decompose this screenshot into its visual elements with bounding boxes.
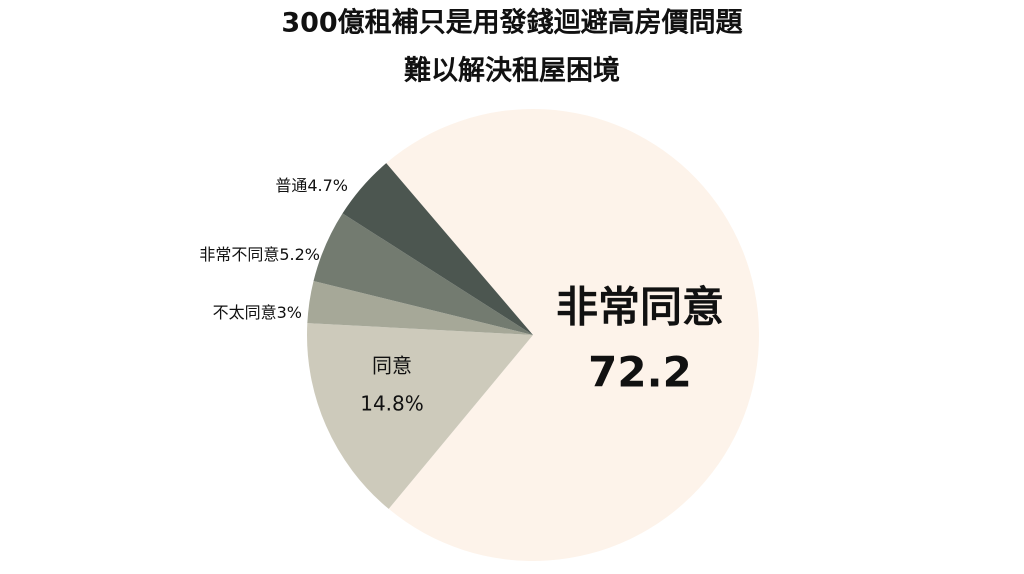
pie-slice — [386, 108, 759, 561]
value-label: 72.2 — [588, 348, 692, 397]
slice-label-group: 不太同意3% — [213, 303, 302, 322]
value-label: 14.8% — [360, 392, 424, 416]
slice-label-group: 非常不同意5.2% — [199, 245, 320, 264]
value-label: 5.2% — [279, 245, 320, 264]
pie-slice — [313, 213, 533, 335]
slice-label-group: 普通4.7% — [275, 176, 348, 195]
chart-title: 300億租補只是用發錢迴避高房價問題 — [281, 7, 743, 39]
slice-label: 非常不同意 — [199, 245, 279, 264]
slice-label: 不太同意 — [213, 303, 277, 322]
pie-slice — [307, 323, 533, 509]
slice-label: 普通 — [275, 176, 307, 195]
value-label: 3% — [277, 303, 302, 322]
chart-title: 難以解決租屋困境 — [404, 56, 620, 87]
slice-label: 同意 — [372, 354, 412, 378]
slice-label: 非常同意 — [556, 283, 724, 332]
pie-slice — [307, 280, 533, 335]
pie-slice — [342, 163, 533, 335]
value-label: 4.7% — [307, 176, 348, 195]
